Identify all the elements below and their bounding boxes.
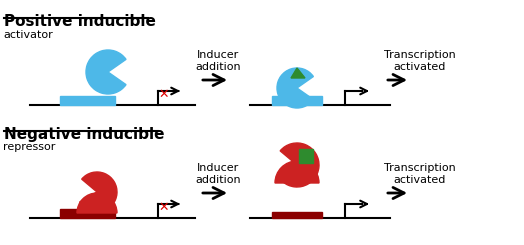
Wedge shape <box>278 143 319 187</box>
Wedge shape <box>86 50 126 94</box>
Text: Positive inducible: Positive inducible <box>4 14 156 29</box>
Bar <box>272 96 322 105</box>
Text: Transcription
activated: Transcription activated <box>384 163 456 184</box>
Text: Inducer
addition: Inducer addition <box>195 50 241 72</box>
Bar <box>299 149 313 163</box>
Text: Negative inducible: Negative inducible <box>4 127 165 142</box>
Wedge shape <box>277 68 313 108</box>
Wedge shape <box>275 161 319 183</box>
Bar <box>60 209 115 218</box>
Text: ✕: ✕ <box>159 200 169 213</box>
Text: Inducer
addition: Inducer addition <box>195 163 241 184</box>
Bar <box>272 212 322 218</box>
Wedge shape <box>77 193 117 213</box>
Text: ✕: ✕ <box>159 87 169 100</box>
Wedge shape <box>80 172 117 212</box>
Polygon shape <box>291 68 305 78</box>
Text: repressor: repressor <box>3 142 56 152</box>
Text: Transcription
activated: Transcription activated <box>384 50 456 72</box>
Text: activator: activator <box>3 30 53 40</box>
Bar <box>60 96 115 105</box>
